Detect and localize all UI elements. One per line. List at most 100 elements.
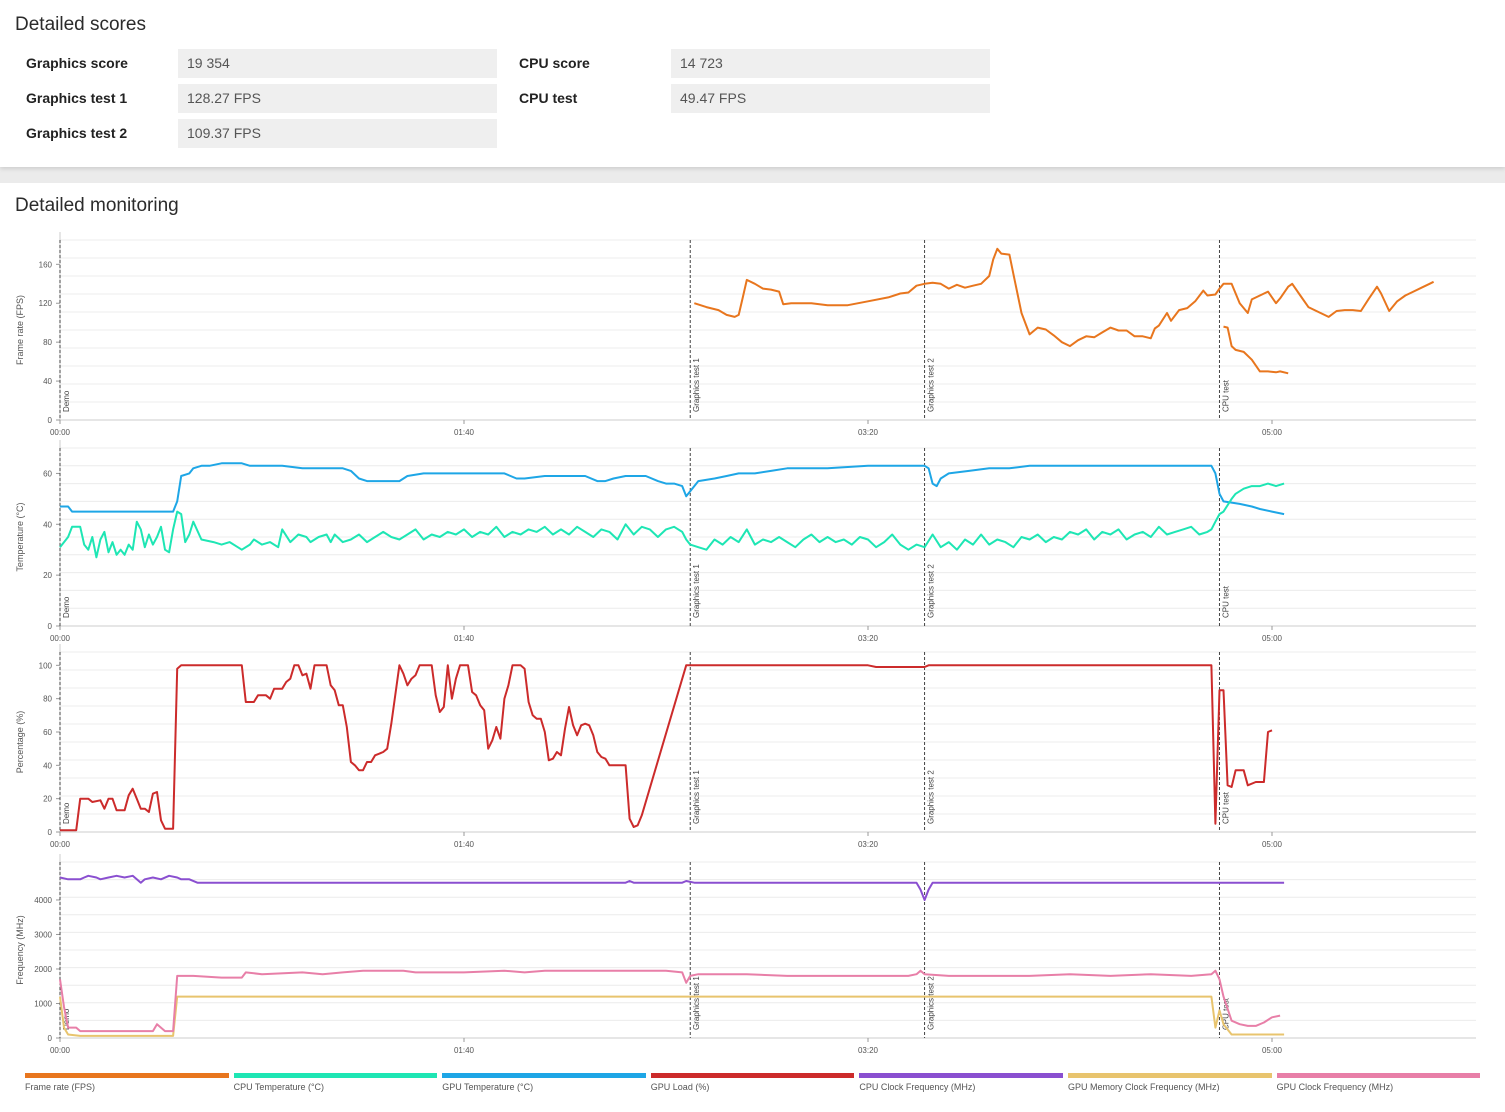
- marker-label: Graphics test 1: [692, 358, 701, 412]
- marker-label: Graphics test 1: [692, 564, 701, 618]
- marker-label: Demo: [62, 596, 71, 618]
- y-tick-label: 0: [48, 828, 53, 837]
- y-axis-label: Temperature (°C): [15, 502, 25, 571]
- x-tick-label: 03:20: [858, 840, 879, 849]
- y-tick-label: 100: [39, 661, 53, 670]
- x-tick-label: 00:00: [50, 1046, 71, 1055]
- y-tick-label: 40: [43, 377, 52, 386]
- detailed-scores-heading: Detailed scores: [15, 14, 146, 35]
- legend-item[interactable]: CPU Temperature (°C): [233, 1073, 438, 1103]
- marker-label: Demo: [62, 390, 71, 412]
- marker-label: Graphics test 1: [692, 976, 701, 1030]
- x-tick-label: 01:40: [454, 840, 475, 849]
- y-axis-label: Frequency (MHz): [15, 915, 25, 985]
- detailed-monitoring-panel: Detailed monitoring: [0, 183, 1505, 1112]
- series-line: [60, 664, 1273, 832]
- legend-label: GPU Load (%): [650, 1082, 710, 1092]
- legend-color-bar: [233, 1073, 438, 1078]
- legend-item[interactable]: GPU Memory Clock Frequency (MHz): [1068, 1073, 1272, 1103]
- y-tick-label: 20: [43, 795, 52, 804]
- chart-1: 0 40 80 120 160 Frame rate (FPS) 00:00 01:40 03:…: [15, 232, 1476, 437]
- x-tick-label: 01:40: [454, 1046, 475, 1055]
- y-tick-label: 20: [43, 571, 52, 580]
- legend-color-bar: [650, 1073, 855, 1078]
- marker-label: CPU test: [1221, 585, 1230, 618]
- detailed-scores-panel: Detailed scores Graphics score 19 354 Gr…: [0, 0, 1505, 167]
- x-tick-label: 01:40: [454, 428, 475, 437]
- marker-label: CPU test: [1221, 997, 1230, 1030]
- legend-label: CPU Clock Frequency (MHz): [859, 1082, 976, 1092]
- legend-color-bar: [442, 1073, 646, 1078]
- x-tick-label: 05:00: [1262, 1046, 1283, 1055]
- y-tick-label: 120: [39, 299, 53, 308]
- marker-label: Graphics test 2: [927, 564, 936, 618]
- y-tick-label: 0: [48, 622, 53, 631]
- y-tick-label: 40: [43, 520, 52, 529]
- legend-color-bar: [859, 1073, 1063, 1078]
- y-tick-label: 80: [43, 338, 52, 347]
- x-tick-label: 03:20: [858, 634, 879, 643]
- detailed-monitoring-heading: Detailed monitoring: [15, 195, 179, 216]
- legend-item[interactable]: GPU Temperature (°C): [442, 1073, 646, 1103]
- y-tick-label: 0: [48, 416, 53, 425]
- x-tick-label: 05:00: [1262, 428, 1283, 437]
- graphics-test-2-value: 109.37 FPS: [178, 119, 497, 148]
- graphics-score-label: Graphics score: [26, 55, 128, 71]
- legend-label: CPU Temperature (°C): [233, 1082, 325, 1092]
- x-tick-label: 05:00: [1262, 634, 1283, 643]
- marker-label: Graphics test 2: [927, 770, 936, 824]
- x-tick-label: 03:20: [858, 1046, 879, 1055]
- y-tick-label: 0: [48, 1034, 53, 1043]
- x-tick-label: 00:00: [50, 428, 71, 437]
- legend-color-bar: [1276, 1073, 1481, 1078]
- y-tick-label: 160: [39, 260, 53, 269]
- series-line: [693, 247, 1435, 348]
- x-tick-label: 03:20: [858, 428, 879, 437]
- x-tick-label: 01:40: [454, 634, 475, 643]
- cpu-test-value: 49.47 FPS: [671, 84, 990, 113]
- cpu-score-value: 14 723: [671, 49, 990, 78]
- chart-4: 0 1000 2000 3000 4000 Frequency (MHz) 00:00 01:…: [15, 854, 1476, 1055]
- graphics-score-value: 19 354: [178, 49, 497, 78]
- graphics-test-1-label: Graphics test 1: [26, 90, 128, 106]
- cpu-score-label: CPU score: [519, 55, 590, 71]
- cpu-test-label: CPU test: [519, 90, 578, 106]
- marker-label: CPU test: [1221, 791, 1230, 824]
- series-line: [1223, 325, 1289, 375]
- chart-2: 0 20 40 60 Temperature (°C) 00:00 01:40 03:20 05…: [15, 440, 1476, 643]
- chart-3: 0 20 40 60 80 100 Percentage (%) 00:00 01:40 03:2…: [15, 644, 1476, 849]
- y-tick-label: 60: [43, 728, 52, 737]
- marker-label: Demo: [62, 802, 71, 824]
- marker-label: CPU test: [1221, 379, 1230, 412]
- legend-color-bar: [1068, 1073, 1272, 1078]
- x-tick-label: 00:00: [50, 634, 71, 643]
- series-line: [59, 995, 1285, 1037]
- x-tick-label: 05:00: [1262, 840, 1283, 849]
- y-axis-label: Frame rate (FPS): [15, 295, 25, 365]
- legend-item[interactable]: GPU Clock Frequency (MHz): [1276, 1073, 1481, 1103]
- marker-label: Graphics test 2: [927, 358, 936, 412]
- y-tick-label: 4000: [34, 896, 52, 905]
- y-tick-label: 80: [43, 695, 52, 704]
- y-tick-label: 60: [43, 469, 52, 478]
- y-tick-label: 40: [43, 761, 52, 770]
- legend-label: Frame rate (FPS): [25, 1082, 96, 1092]
- legend-item[interactable]: GPU Load (%): [650, 1073, 855, 1103]
- x-tick-label: 00:00: [50, 840, 71, 849]
- graphics-test-1-value: 128.27 FPS: [178, 84, 497, 113]
- legend-item[interactable]: Frame rate (FPS): [25, 1073, 229, 1103]
- marker-label: Graphics test 2: [927, 976, 936, 1030]
- legend-label: GPU Memory Clock Frequency (MHz): [1068, 1082, 1220, 1092]
- marker-label: Graphics test 1: [692, 770, 701, 824]
- series-line: [60, 462, 1285, 516]
- series-line: [59, 874, 1285, 901]
- legend-color-bar: [25, 1073, 229, 1078]
- legend-label: GPU Clock Frequency (MHz): [1276, 1082, 1394, 1092]
- y-tick-label: 2000: [34, 965, 52, 974]
- series-line: [59, 969, 1281, 1033]
- graphics-test-2-label: Graphics test 2: [26, 125, 128, 141]
- legend-item[interactable]: CPU Clock Frequency (MHz): [859, 1073, 1063, 1103]
- y-axis-label: Percentage (%): [15, 711, 25, 774]
- series-line: [59, 482, 1285, 559]
